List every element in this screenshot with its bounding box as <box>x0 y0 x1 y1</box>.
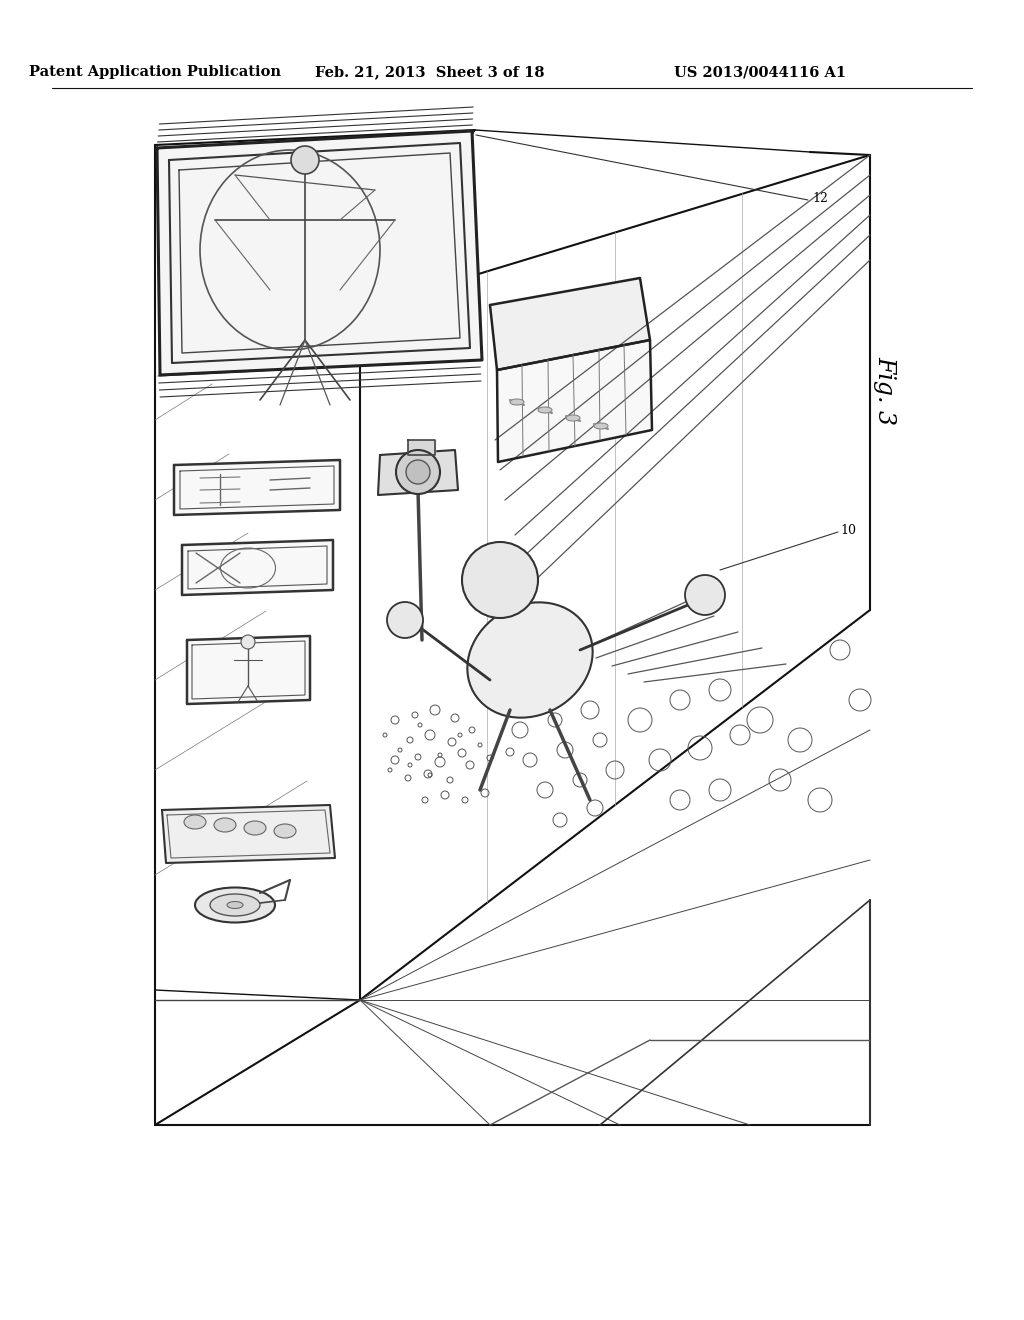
Circle shape <box>685 576 725 615</box>
Text: US 2013/0044116 A1: US 2013/0044116 A1 <box>674 65 846 79</box>
Text: Fig. 3: Fig. 3 <box>873 355 896 425</box>
Ellipse shape <box>274 824 296 838</box>
Ellipse shape <box>227 902 243 908</box>
Polygon shape <box>187 636 310 704</box>
Circle shape <box>241 635 255 649</box>
Circle shape <box>396 450 440 494</box>
Text: Patent Application Publication: Patent Application Publication <box>29 65 281 79</box>
Polygon shape <box>162 805 335 863</box>
Polygon shape <box>182 540 333 595</box>
Ellipse shape <box>594 422 608 429</box>
Circle shape <box>462 543 538 618</box>
Ellipse shape <box>510 399 524 405</box>
Ellipse shape <box>244 821 266 836</box>
Circle shape <box>406 459 430 484</box>
Text: 10: 10 <box>840 524 856 536</box>
Ellipse shape <box>210 894 260 916</box>
Ellipse shape <box>538 407 552 413</box>
Ellipse shape <box>566 414 580 421</box>
Text: Feb. 21, 2013  Sheet 3 of 18: Feb. 21, 2013 Sheet 3 of 18 <box>315 65 545 79</box>
Circle shape <box>291 147 319 174</box>
Polygon shape <box>408 440 435 455</box>
Polygon shape <box>378 450 458 495</box>
Polygon shape <box>157 131 482 375</box>
Polygon shape <box>490 279 650 370</box>
Text: 12: 12 <box>812 191 827 205</box>
Ellipse shape <box>214 818 236 832</box>
Ellipse shape <box>467 602 593 718</box>
Polygon shape <box>497 341 652 462</box>
Circle shape <box>387 602 423 638</box>
Polygon shape <box>174 459 340 515</box>
Ellipse shape <box>184 814 206 829</box>
Ellipse shape <box>195 887 275 923</box>
